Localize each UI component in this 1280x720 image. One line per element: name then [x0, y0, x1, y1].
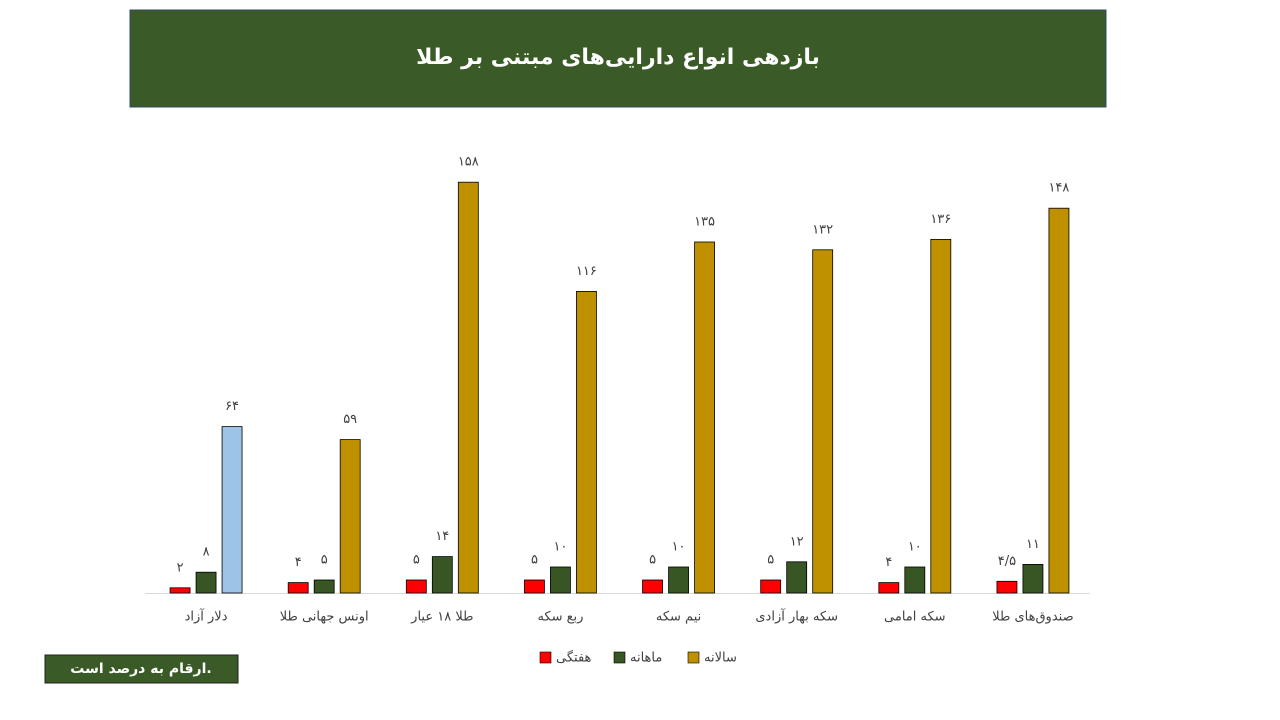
value-label: ۱۴۸ [1048, 181, 1069, 196]
x-tick-label: اونس جهانی طلا [280, 610, 369, 625]
bar [786, 561, 808, 594]
value-label: ۵ [413, 553, 420, 568]
bar [930, 238, 952, 594]
bar [457, 181, 479, 594]
value-label: ۲ [177, 560, 184, 575]
bar [221, 426, 243, 594]
legend-swatch [539, 651, 552, 664]
bar [313, 579, 335, 594]
x-tick-label: ربع سکه [537, 610, 583, 625]
value-label: ۵ [649, 553, 656, 568]
bar [169, 587, 191, 594]
bar [524, 579, 545, 594]
value-label: ۱۳۲ [812, 222, 833, 237]
legend-swatch [613, 651, 626, 664]
bar [812, 249, 834, 594]
value-label: ۵۹ [343, 412, 357, 427]
note-box [44, 654, 239, 684]
bar [668, 566, 689, 594]
value-label: ۱۰ [672, 540, 686, 555]
bar [1022, 564, 1044, 594]
x-tick-label: نیم سکه [656, 610, 701, 625]
bar [405, 579, 427, 594]
legend-swatch [687, 651, 700, 664]
x-tick-label: صندوق‌های طلا [992, 610, 1073, 625]
legend-label: سالانه [704, 651, 737, 666]
x-tick-label: دلار آزاد [185, 608, 228, 625]
legend-label: هفتگی [556, 650, 592, 666]
value-label: ۱۳۵ [694, 215, 715, 230]
chart-title: بازدهی انواع دارایی‌های مبتنی بر طلا [416, 45, 820, 70]
value-label: ۱۲ [790, 534, 804, 549]
value-label: ۵ [321, 553, 328, 568]
value-label: ۱۵۸ [458, 155, 479, 170]
value-label: ۱۴ [435, 529, 449, 544]
note: ارقام به درصد است. [70, 661, 212, 677]
value-label: ۱۳۶ [930, 212, 951, 227]
title-banner [129, 9, 1107, 108]
value-label: ۱۱۶ [576, 264, 597, 279]
value-label: ۴/۵ [998, 554, 1016, 569]
bar [576, 290, 597, 594]
bar [694, 241, 715, 594]
legend-label: ماهانه [630, 651, 662, 666]
bar [287, 582, 309, 594]
bar [550, 566, 571, 594]
value-label: ۸ [203, 545, 210, 560]
value-label: ۵ [767, 553, 774, 568]
value-label: ۵ [531, 553, 538, 568]
bar [760, 579, 782, 594]
bar [878, 582, 900, 594]
bar [339, 439, 361, 594]
value-label: ۱۰ [908, 540, 922, 555]
bar [431, 556, 453, 594]
x-tick-label: سکه امامی [884, 610, 946, 625]
value-label: ۴ [885, 555, 892, 570]
value-label: ۱۱ [1026, 537, 1040, 552]
bar [904, 566, 926, 594]
bar [642, 579, 663, 594]
x-tick-label: طلا ۱۸ عیار [410, 610, 473, 625]
value-label: ۶۴ [225, 399, 239, 414]
bar [996, 580, 1018, 594]
bar [195, 571, 217, 594]
value-label: ۴ [295, 555, 302, 570]
bar [1048, 207, 1070, 594]
value-label: ۱۰ [553, 540, 567, 555]
x-tick-label: سکه بهار آزادی [755, 608, 838, 625]
